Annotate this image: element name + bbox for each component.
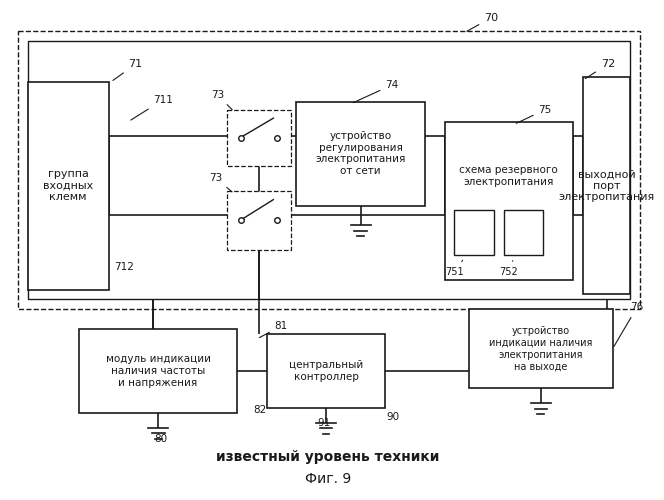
- Bar: [469, 310, 613, 388]
- Text: устройство
индикации наличия
электропитания
на выходе: устройство индикации наличия электропита…: [489, 326, 592, 371]
- Text: 712: 712: [114, 262, 133, 272]
- Text: 76: 76: [614, 302, 643, 346]
- Text: 752: 752: [499, 260, 518, 276]
- Text: устройство
регулирования
электропитания
от сети: устройство регулирования электропитания …: [315, 132, 406, 176]
- Text: 74: 74: [353, 80, 398, 102]
- Text: 81: 81: [260, 321, 288, 338]
- Bar: [454, 210, 494, 255]
- Bar: [296, 102, 425, 206]
- Text: 751: 751: [445, 260, 463, 276]
- Text: известный уровень техники: известный уровень техники: [216, 450, 440, 464]
- Bar: [18, 30, 640, 310]
- Text: модуль индикации
наличия частоты
и напряжения: модуль индикации наличия частоты и напря…: [106, 354, 210, 388]
- Bar: [79, 329, 237, 413]
- Bar: [504, 210, 543, 255]
- Text: 82: 82: [253, 405, 266, 415]
- Bar: [267, 334, 385, 408]
- Bar: [227, 110, 291, 166]
- Bar: [583, 77, 630, 294]
- Text: выходной
порт
электропитания: выходной порт электропитания: [558, 169, 655, 202]
- Bar: [28, 40, 630, 300]
- Text: 711: 711: [131, 95, 173, 120]
- Text: 73: 73: [210, 90, 232, 110]
- Text: 75: 75: [517, 104, 552, 124]
- Text: центральный
контроллер: центральный контроллер: [289, 360, 363, 382]
- Bar: [445, 122, 573, 280]
- Text: 91: 91: [317, 418, 331, 428]
- Bar: [227, 190, 291, 250]
- Text: 71: 71: [113, 60, 143, 80]
- Text: Фиг. 9: Фиг. 9: [305, 472, 351, 486]
- Text: 73: 73: [208, 173, 232, 192]
- Text: группа
входных
клемм: группа входных клемм: [43, 169, 94, 202]
- Bar: [28, 82, 109, 290]
- Text: 90: 90: [386, 412, 400, 422]
- Text: 70: 70: [467, 13, 498, 32]
- Text: 80: 80: [155, 434, 167, 444]
- Text: схема резервного
электропитания: схема резервного электропитания: [459, 165, 558, 186]
- Text: 72: 72: [585, 60, 615, 78]
